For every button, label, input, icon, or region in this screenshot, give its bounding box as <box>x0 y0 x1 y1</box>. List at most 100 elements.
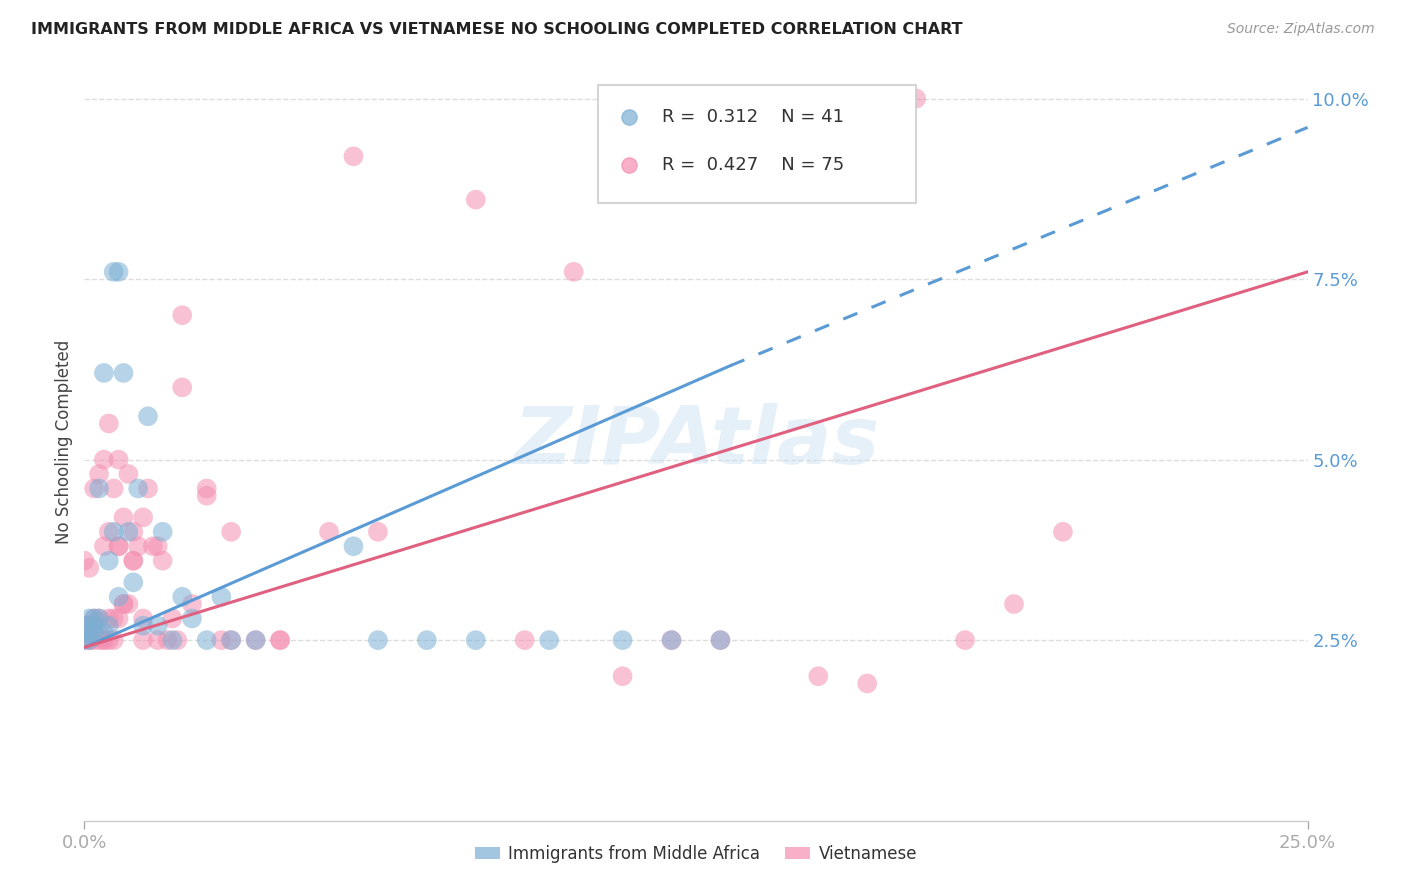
Text: R =  0.427    N = 75: R = 0.427 N = 75 <box>662 156 844 174</box>
Point <box>661 633 683 648</box>
Point <box>172 380 194 394</box>
Point <box>97 524 120 539</box>
Point <box>172 308 194 322</box>
Point <box>245 633 267 648</box>
Point <box>146 633 169 648</box>
Point <box>142 539 165 553</box>
Point <box>87 626 110 640</box>
Point <box>112 510 135 524</box>
Point <box>195 482 218 496</box>
Point <box>87 633 110 648</box>
Point <box>152 524 174 539</box>
Point <box>612 669 634 683</box>
Point <box>127 539 149 553</box>
Point <box>127 482 149 496</box>
Point <box>87 482 110 496</box>
Point <box>416 633 439 648</box>
Point <box>97 633 120 648</box>
Point <box>97 417 120 431</box>
Point <box>612 633 634 648</box>
Point <box>464 193 486 207</box>
Point <box>156 633 179 648</box>
Point <box>146 618 169 632</box>
Point <box>136 409 159 424</box>
Point <box>83 618 105 632</box>
Point <box>342 539 364 553</box>
Point <box>209 633 232 648</box>
Point <box>464 633 486 648</box>
Point <box>107 539 129 553</box>
Point <box>83 611 105 625</box>
Point <box>136 482 159 496</box>
Point <box>195 633 218 648</box>
Point <box>107 265 129 279</box>
Point <box>97 611 120 625</box>
Point <box>122 554 145 568</box>
Point <box>107 590 129 604</box>
Point <box>905 91 928 105</box>
Point <box>709 633 731 648</box>
Point <box>83 626 105 640</box>
Point <box>1052 524 1074 539</box>
Text: R =  0.312    N = 41: R = 0.312 N = 41 <box>662 108 844 126</box>
Point <box>162 633 184 648</box>
Point <box>107 452 129 467</box>
Point <box>209 590 232 604</box>
Point <box>93 452 115 467</box>
Point <box>97 554 120 568</box>
Point <box>562 265 585 279</box>
Point <box>103 611 125 625</box>
Point <box>122 575 145 590</box>
Legend: Immigrants from Middle Africa, Vietnamese: Immigrants from Middle Africa, Vietnames… <box>468 838 924 869</box>
Point <box>112 597 135 611</box>
Point <box>93 633 115 648</box>
Point <box>112 597 135 611</box>
Point <box>166 633 188 648</box>
Point <box>807 669 830 683</box>
Point <box>77 611 100 625</box>
Point <box>83 611 105 625</box>
Point <box>132 611 155 625</box>
Point <box>1002 597 1025 611</box>
Text: Source: ZipAtlas.com: Source: ZipAtlas.com <box>1227 22 1375 37</box>
Point <box>132 633 155 648</box>
Point <box>342 149 364 163</box>
Point <box>93 633 115 648</box>
Point <box>107 539 129 553</box>
Point <box>73 618 96 632</box>
Point <box>73 633 96 648</box>
Point <box>181 611 204 625</box>
Point <box>709 633 731 648</box>
Point <box>93 539 115 553</box>
Point <box>856 676 879 690</box>
Point <box>93 366 115 380</box>
Point <box>367 524 389 539</box>
Point <box>103 482 125 496</box>
Point <box>195 489 218 503</box>
Point <box>162 611 184 625</box>
Point <box>219 633 242 648</box>
Point <box>77 633 100 648</box>
Point <box>103 524 125 539</box>
Text: IMMIGRANTS FROM MIDDLE AFRICA VS VIETNAMESE NO SCHOOLING COMPLETED CORRELATION C: IMMIGRANTS FROM MIDDLE AFRICA VS VIETNAM… <box>31 22 963 37</box>
Point <box>367 633 389 648</box>
FancyBboxPatch shape <box>598 85 917 202</box>
Point <box>107 611 129 625</box>
Point <box>661 633 683 648</box>
Point <box>77 618 100 632</box>
Point <box>77 626 100 640</box>
Point <box>318 524 340 539</box>
Point <box>97 618 120 632</box>
Point <box>103 265 125 279</box>
Point <box>83 626 105 640</box>
Point <box>132 618 155 632</box>
Point <box>93 626 115 640</box>
Point <box>73 554 96 568</box>
Point <box>172 590 194 604</box>
Point <box>538 633 561 648</box>
Point <box>117 597 139 611</box>
Point <box>181 597 204 611</box>
Point <box>152 554 174 568</box>
Point <box>513 633 536 648</box>
Point <box>269 633 291 648</box>
